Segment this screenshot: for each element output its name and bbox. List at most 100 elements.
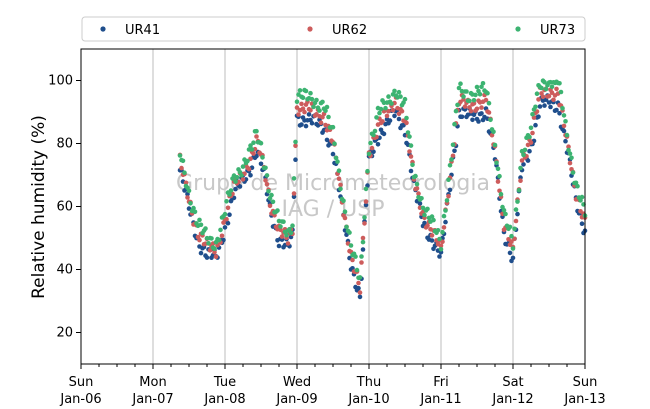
data-point-ur73 [543,86,549,92]
data-point-ur62 [302,109,307,115]
data-point-ur41 [533,122,538,128]
data-point-ur73 [570,170,576,175]
data-point-ur73 [308,90,313,96]
data-point-ur62 [264,182,270,187]
data-point-ur41 [371,149,376,154]
data-point-ur73 [491,129,496,135]
data-point-ur41 [387,118,393,123]
y-tick-label: 20 [56,326,73,341]
data-point-ur73 [579,194,585,200]
data-point-ur41 [375,142,381,147]
data-point-ur73 [510,246,516,251]
data-point-ur73 [222,211,228,217]
legend: UR41 UR62 UR73 [81,16,586,42]
data-point-ur41 [293,157,298,162]
data-point-ur62 [554,86,559,92]
data-point-ur73 [303,88,309,94]
data-point-ur73 [188,201,193,206]
data-point-ur62 [369,145,375,151]
data-point-ur41 [204,255,210,260]
data-point-ur41 [557,111,562,116]
data-point-ur73 [324,104,330,110]
data-point-ur73 [330,124,336,130]
data-point-ur62 [518,178,523,183]
legend-label-ur73: UR73 [540,23,575,38]
data-point-ur62 [318,120,324,125]
x-tick-label-day: Sun [69,375,94,390]
data-point-ur73 [360,239,366,245]
data-point-ur73 [566,147,571,153]
data-point-ur73 [206,241,211,246]
x-axis: Sun Jan-06 Mon Jan-07 Tue Jan-08 Wed Jan-09 Thu J… [59,364,606,407]
data-point-ur62 [197,237,202,243]
y-axis: 20 40 60 80 100 [48,74,81,341]
x-tick-label-date: Jan-08 [203,392,245,407]
data-point-ur41 [510,255,516,261]
data-point-ur73 [357,275,363,280]
x-tick-label-day: Fri [433,375,449,390]
data-point-ur62 [362,221,367,226]
data-point-ur62 [519,158,525,163]
x-tick-label-date: Jan-07 [131,392,173,407]
data-point-ur73 [443,208,448,213]
data-point-ur41 [225,220,231,226]
data-point-ur73 [569,155,574,161]
data-point-ur73 [377,110,382,116]
data-point-ur73 [332,141,337,146]
legend-box [81,16,586,42]
data-point-ur62 [356,280,361,286]
data-point-ur41 [515,211,520,217]
data-point-ur62 [183,180,189,186]
data-point-ur73 [347,230,352,235]
data-point-ur62 [296,112,301,117]
data-point-ur73 [474,84,480,90]
data-point-ur73 [362,215,367,220]
data-point-ur62 [359,260,364,265]
data-point-ur73 [269,192,274,198]
x-tick-label-date: Jan-11 [419,392,461,407]
data-point-ur73 [182,170,187,175]
data-point-ur73 [233,179,238,184]
data-point-ur62 [254,134,259,139]
data-point-ur73 [191,205,196,211]
data-point-ur41 [363,202,369,208]
data-point-ur73 [212,246,217,251]
data-point-ur41 [452,148,457,154]
data-point-ur73 [392,88,397,94]
data-point-ur62 [404,120,409,126]
data-point-ur41 [527,148,532,154]
data-point-ur73 [402,96,408,102]
data-point-ur41 [309,120,315,126]
data-point-ur73 [498,191,504,197]
legend-marker-ur41 [100,26,106,32]
data-point-ur73 [435,228,441,233]
data-point-ur41 [470,117,475,123]
data-point-ur62 [495,179,501,184]
data-point-ur73 [288,230,294,236]
data-point-ur62 [561,123,567,129]
data-point-ur73 [539,85,544,91]
data-point-ur62 [566,144,571,149]
data-point-ur62 [212,249,217,255]
data-point-ur41 [563,138,568,144]
data-point-ur73 [177,153,183,158]
data-point-ur73 [264,173,270,178]
data-point-ur73 [492,142,498,148]
data-point-ur73 [453,108,459,114]
data-point-ur62 [441,225,447,230]
data-point-ur73 [480,81,486,86]
data-point-ur62 [540,94,546,100]
data-point-ur73 [530,112,535,117]
data-point-ur73 [275,208,280,213]
data-point-ur62 [380,119,385,124]
data-point-ur62 [293,143,298,149]
data-point-ur73 [320,99,325,105]
data-point-ur73 [422,212,427,218]
data-point-ur41 [356,285,361,291]
data-point-ur62 [414,186,420,191]
y-tick-label: 40 [56,263,73,278]
data-point-ur62 [363,199,369,204]
data-point-ur73 [348,243,354,248]
data-point-ur73 [458,81,463,86]
data-point-ur73 [344,224,349,230]
